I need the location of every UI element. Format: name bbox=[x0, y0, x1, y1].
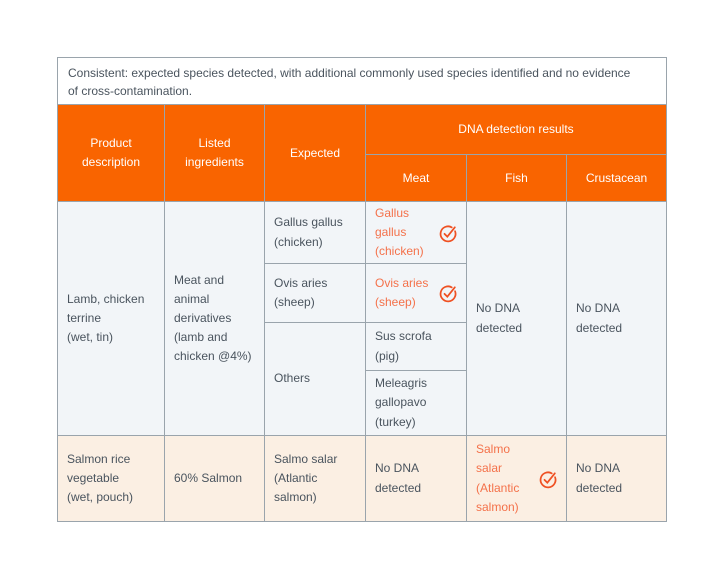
cell-row2-listed-ingredients: 60% Salmon bbox=[165, 436, 264, 521]
cell-row1-meat-turkey: Meleagris gallopavo (turkey) bbox=[366, 371, 466, 435]
column-header-crustacean: Crustacean bbox=[567, 155, 666, 201]
cell-row1-expected-chicken: Gallus gallus (chicken) bbox=[265, 202, 365, 263]
cell-row2-expected-salmon: Salmo salar (Atlantic salmon) bbox=[265, 436, 365, 521]
cell-row1-meat-chicken-detected: Gallus gallus (chicken) bbox=[366, 202, 466, 263]
column-header-fish: Fish bbox=[467, 155, 566, 201]
column-header-expected: Expected bbox=[265, 105, 365, 201]
column-group-header-dna-detection-results: DNA detection results bbox=[366, 105, 666, 154]
check-circle-icon bbox=[439, 285, 457, 303]
column-header-meat: Meat bbox=[366, 155, 466, 201]
cell-row1-meat-pig: Sus scrofa (pig) bbox=[366, 323, 466, 370]
detected-species-label: Ovis aries (sheep) bbox=[375, 275, 429, 309]
cell-row1-fish-result: No DNA detected bbox=[467, 202, 566, 435]
detected-species-label: Salmo salar (Atlantic salmon) bbox=[476, 442, 520, 514]
cell-row2-crustacean-result: No DNA detected bbox=[567, 436, 666, 521]
detected-species-label: Gallus gallus (chicken) bbox=[375, 205, 424, 259]
cell-row2-fish-salmon-detected: Salmo salar (Atlantic salmon) bbox=[467, 436, 566, 521]
report-table: Consistent: expected species detected, w… bbox=[57, 57, 667, 522]
cell-row1-expected-sheep: Ovis aries (sheep) bbox=[265, 264, 365, 322]
column-header-product-description: Product description bbox=[58, 105, 164, 201]
consistency-note: Consistent: expected species detected, w… bbox=[57, 57, 667, 105]
column-header-listed-ingredients: Listed ingredients bbox=[165, 105, 264, 201]
cell-row2-product-description: Salmon rice vegetable (wet, pouch) bbox=[58, 436, 164, 521]
cell-row2-meat-result: No DNA detected bbox=[366, 436, 466, 521]
cell-row1-crustacean-result: No DNA detected bbox=[567, 202, 666, 435]
cell-row1-expected-others: Others bbox=[265, 323, 365, 435]
dna-results-table: Product description Listed ingredients E… bbox=[57, 105, 667, 522]
check-circle-icon bbox=[539, 471, 557, 488]
cell-row1-product-description: Lamb, chicken terrine (wet, tin) bbox=[58, 202, 164, 435]
check-circle-icon bbox=[439, 225, 457, 242]
cell-row1-listed-ingredients: Meat and animal derivatives (lamb and ch… bbox=[165, 202, 264, 435]
cell-row1-meat-sheep-detected: Ovis aries (sheep) bbox=[366, 264, 466, 322]
